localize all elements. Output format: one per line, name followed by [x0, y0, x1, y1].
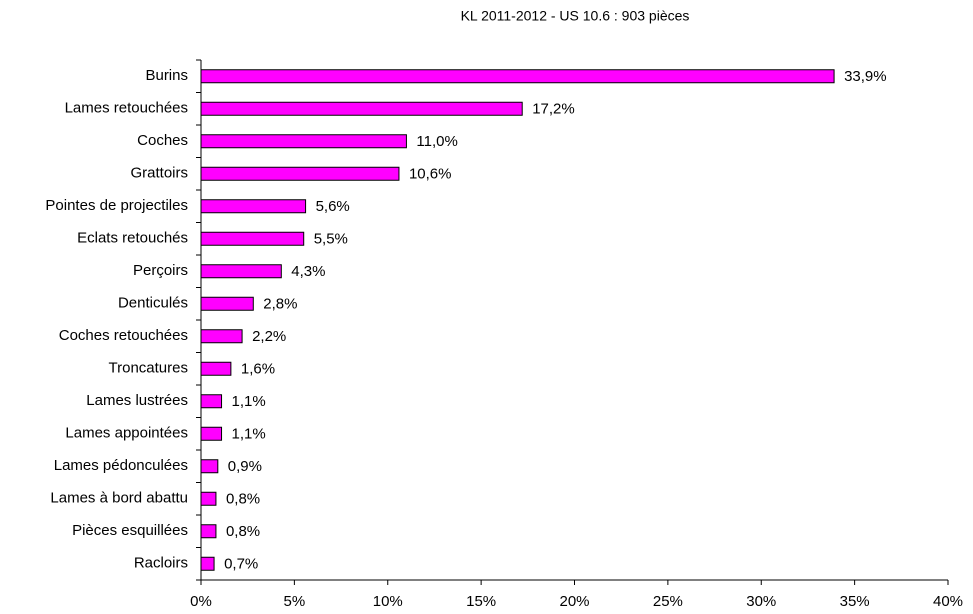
y-tick-label: Lames lustrées: [86, 392, 188, 409]
x-tick-label: 35%: [840, 593, 870, 610]
y-tick-label: Lames à bord abattu: [50, 490, 188, 507]
y-tick-label: Grattoirs: [130, 165, 188, 182]
value-label: 5,5%: [314, 231, 348, 248]
y-tick-label: Troncatures: [109, 360, 188, 377]
x-tick-label: 10%: [373, 593, 403, 610]
bar: [200, 69, 835, 84]
bar: [200, 134, 407, 149]
y-tick-label: Racloirs: [134, 555, 188, 572]
y-tick-label: Lames pédonculées: [54, 457, 188, 474]
x-tick-label: 15%: [466, 593, 496, 610]
bar: [200, 491, 217, 506]
y-tick-label: Denticulés: [118, 295, 188, 312]
y-tick-label: Coches: [137, 132, 188, 149]
value-label: 1,6%: [241, 361, 275, 378]
chart-title: KL 2011-2012 - US 10.6 : 903 pièces: [461, 8, 690, 24]
y-tick-label: Pièces esquillées: [72, 522, 188, 539]
x-tick-label: 40%: [933, 593, 963, 610]
y-tick-label: Pointes de projectiles: [45, 197, 188, 214]
y-tick-label: Perçoirs: [133, 262, 188, 279]
value-label: 5,6%: [316, 198, 350, 215]
bar: [200, 296, 254, 311]
y-tick-label: Burins: [145, 67, 188, 84]
x-tick-label: 5%: [284, 593, 306, 610]
y-tick-label: Coches retouchées: [59, 327, 188, 344]
value-label: 0,8%: [226, 491, 260, 508]
bar: [200, 394, 223, 409]
y-tick-label: Lames appointées: [65, 425, 188, 442]
x-tick-label: 30%: [746, 593, 776, 610]
x-tick-label: 0%: [190, 593, 212, 610]
y-tick-label: Lames retouchées: [65, 100, 188, 117]
value-label: 1,1%: [232, 426, 266, 443]
y-tick-label: Eclats retouchés: [77, 230, 188, 247]
value-label: 10,6%: [409, 166, 452, 183]
bar: [200, 264, 282, 279]
bar: [200, 556, 215, 571]
value-label: 4,3%: [291, 263, 325, 280]
bar: [200, 524, 217, 539]
value-label: 0,7%: [224, 556, 258, 573]
value-label: 2,8%: [263, 296, 297, 313]
bar: [200, 459, 219, 474]
value-label: 2,2%: [252, 328, 286, 345]
bar: [200, 329, 243, 344]
value-label: 33,9%: [844, 68, 887, 85]
bar: [200, 101, 523, 116]
value-label: 0,9%: [228, 458, 262, 475]
bar: [200, 166, 400, 181]
value-label: 17,2%: [532, 101, 575, 118]
x-tick-label: 20%: [559, 593, 589, 610]
bar: [200, 199, 307, 214]
value-label: 11,0%: [416, 133, 457, 150]
bar: [200, 231, 305, 246]
value-label: 0,8%: [226, 523, 260, 540]
x-tick-label: 25%: [653, 593, 683, 610]
bar: [200, 426, 223, 441]
bar: [200, 361, 232, 376]
value-label: 1,1%: [232, 393, 266, 410]
